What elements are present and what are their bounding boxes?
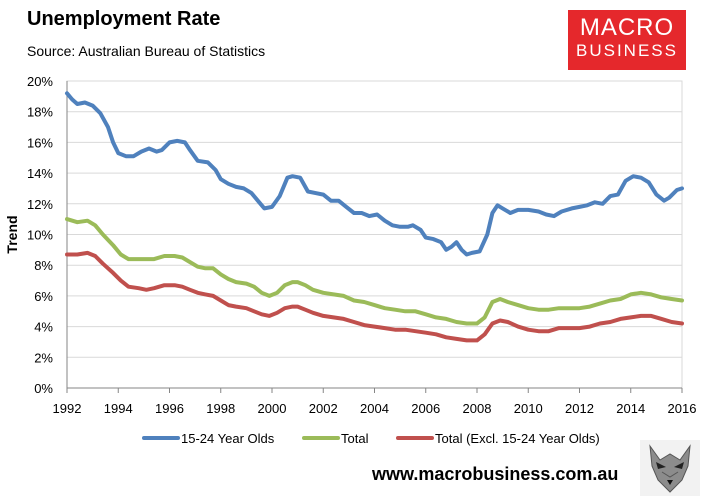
x-tick-label: 1992 bbox=[53, 401, 82, 416]
chart-title: Unemployment Rate bbox=[27, 8, 221, 30]
line-chart: 0% 2% 4% 6% 8% 10% 12% 14% 16% 18% 20% 1992 1994 1996… bbox=[4, 74, 697, 446]
series-line-1 bbox=[65, 91, 684, 257]
series-line-3 bbox=[65, 250, 684, 343]
legend-label-2: Total bbox=[341, 431, 369, 446]
legend-label-1: 15-24 Year Olds bbox=[181, 431, 275, 446]
y-tick-label: 0% bbox=[34, 381, 53, 396]
series-line-2 bbox=[65, 217, 684, 326]
x-tick-label: 2010 bbox=[514, 401, 543, 416]
legend-label-3: Total (Excl. 15-24 Year Olds) bbox=[435, 431, 600, 446]
x-tick-label: 1996 bbox=[155, 401, 184, 416]
y-tick-label: 12% bbox=[27, 197, 53, 212]
x-tick-label: 2006 bbox=[411, 401, 440, 416]
logo-line1: MACRO bbox=[579, 14, 675, 41]
x-tick-label: 1998 bbox=[206, 401, 235, 416]
x-tick-label: 2008 bbox=[463, 401, 492, 416]
y-tick-label: 4% bbox=[34, 320, 53, 335]
y-axis-title: Trend bbox=[4, 215, 20, 253]
y-tick-label: 2% bbox=[34, 350, 53, 365]
y-tick-label: 16% bbox=[27, 135, 53, 150]
y-tick-label: 6% bbox=[34, 289, 53, 304]
x-tick-label: 1994 bbox=[104, 401, 133, 416]
x-tick-label: 2012 bbox=[565, 401, 594, 416]
y-tick-label: 14% bbox=[27, 166, 53, 181]
x-tick-label: 2014 bbox=[616, 401, 645, 416]
wolf-icon bbox=[640, 440, 700, 496]
y-tick-label: 20% bbox=[27, 74, 53, 89]
y-tick-label: 10% bbox=[27, 228, 53, 243]
x-tick-label: 2016 bbox=[668, 401, 697, 416]
logo-line2: BUSINESS bbox=[576, 41, 678, 60]
y-tick-label: 18% bbox=[27, 105, 53, 120]
y-tick-label: 8% bbox=[34, 258, 53, 273]
macrobusiness-logo[interactable]: MACRO BUSINESS bbox=[568, 10, 686, 70]
x-tick-label: 2004 bbox=[360, 401, 389, 416]
footer-url[interactable]: www.macrobusiness.com.au bbox=[372, 464, 619, 484]
x-tick-label: 2002 bbox=[309, 401, 338, 416]
chart-subtitle: Source: Australian Bureau of Statistics bbox=[27, 43, 266, 59]
x-tick-label: 2000 bbox=[258, 401, 287, 416]
